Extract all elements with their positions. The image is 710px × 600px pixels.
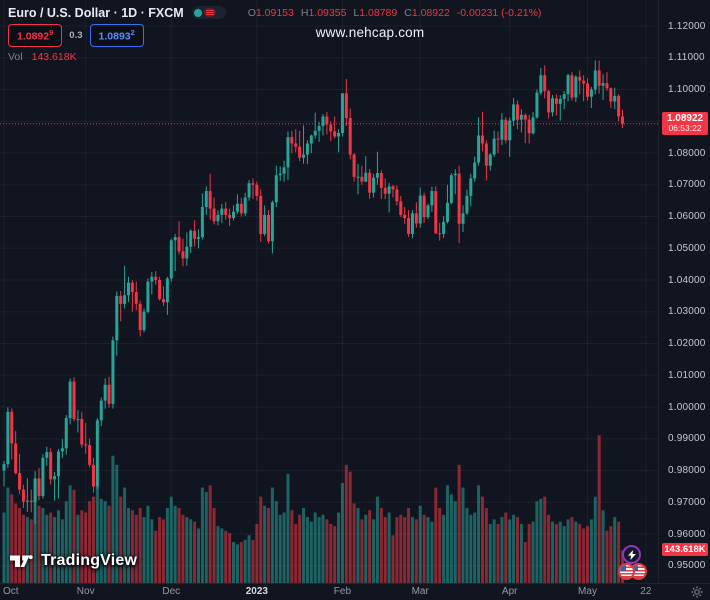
volume-label: Vol	[8, 51, 23, 63]
chart-canvas[interactable]	[0, 0, 658, 583]
bar-countdown: 06:53:22	[668, 122, 702, 133]
low-value: 1.08789	[359, 6, 398, 19]
us-flag-event-icon[interactable]	[618, 563, 635, 580]
open-value: 1.09153	[255, 6, 294, 19]
time-axis-label: Oct	[3, 586, 19, 597]
price-axis-label: 1.05000	[668, 242, 706, 254]
symbol-title[interactable]: Euro / U.S. Dollar · 1D · FXCM	[8, 5, 184, 20]
lightning-event-icon[interactable]	[622, 545, 641, 564]
close-label: C	[404, 6, 412, 19]
price-axis-label: 1.01000	[668, 369, 706, 381]
time-axis-label: Nov	[76, 586, 95, 597]
price-axis-label: 1.10000	[668, 84, 706, 95]
price-axis-label: 1.04000	[668, 274, 706, 286]
volume-value: 143.618K	[31, 51, 77, 63]
price-axis-label: 1.08000	[668, 147, 706, 159]
time-axis-label: Dec	[162, 586, 181, 597]
price-axis-label: 1.07000	[668, 179, 706, 191]
high-value: 1.09355	[308, 6, 347, 19]
price-axis-label: 1.11000	[668, 52, 705, 64]
time-axis-label: Feb	[333, 586, 352, 597]
tradingview-logo-text: TradingView	[41, 552, 138, 569]
current-price-badge: 1.08922 06:53:22	[662, 111, 708, 135]
time-axis-label: 2023	[245, 586, 268, 597]
volume-layer	[2, 435, 625, 583]
price-axis-label: 0.95000	[668, 560, 706, 572]
time-axis-label: May	[578, 586, 597, 597]
axis-settings-gear-icon[interactable]	[684, 583, 710, 600]
close-value: 1.08922	[411, 6, 450, 19]
candles-layer	[2, 60, 625, 524]
price-axis[interactable]: 1.08922 06:53:22 143.618K 1.12000 1.11000…	[658, 0, 710, 583]
current-volume-badge: 143.618K	[662, 543, 708, 557]
time-axis-label: 22	[640, 586, 652, 597]
price-axis-label: 1.12000	[668, 20, 706, 32]
spread-value: 0.3	[69, 30, 83, 41]
change-value: -0.00231 (-0.21%)	[456, 6, 542, 19]
low-label: L	[353, 6, 360, 19]
price-axis-label: 1.03000	[668, 306, 706, 318]
ohlc-values: O1.09153 H1.09355 L1.08789 C1.08922 -0.0…	[248, 7, 542, 19]
price-axis-label: 1.00000	[668, 401, 706, 413]
toggle-on-dot-icon	[193, 8, 202, 17]
price-axis-label: 0.98000	[668, 465, 706, 476]
price-axis-label: 1.06000	[668, 211, 706, 222]
tradingview-logo[interactable]: TradingView	[9, 552, 137, 570]
buy-sell-toggle[interactable]	[191, 6, 226, 19]
price-axis-label: 0.96000	[668, 528, 706, 540]
time-axis[interactable]: Oct Nov Dec 2023 Feb Mar Apr May 22	[0, 583, 710, 600]
sell-bid-button[interactable]: 1.08929	[8, 24, 63, 47]
open-label: O	[247, 6, 256, 19]
current-price-value: 1.08922	[666, 112, 704, 124]
price-axis-label: 0.99000	[668, 433, 706, 445]
tradingview-logo-icon	[10, 555, 33, 567]
high-label: H	[300, 6, 309, 19]
volume-legend: Vol 143.618K	[8, 51, 541, 63]
time-axis-label: Apr	[501, 586, 518, 597]
event-icons	[618, 545, 654, 581]
watermark-link[interactable]: www.nehcap.com	[315, 25, 425, 40]
toggle-menu-icon	[203, 8, 216, 17]
price-axis-label: 0.97000	[668, 496, 706, 508]
time-axis-label: Mar	[411, 586, 429, 597]
price-axis-label: 1.02000	[668, 338, 706, 349]
chart-legend: Euro / U.S. Dollar · 1D · FXCM O1.09153 …	[8, 5, 541, 63]
buy-ask-button[interactable]: 1.08932	[89, 24, 144, 47]
